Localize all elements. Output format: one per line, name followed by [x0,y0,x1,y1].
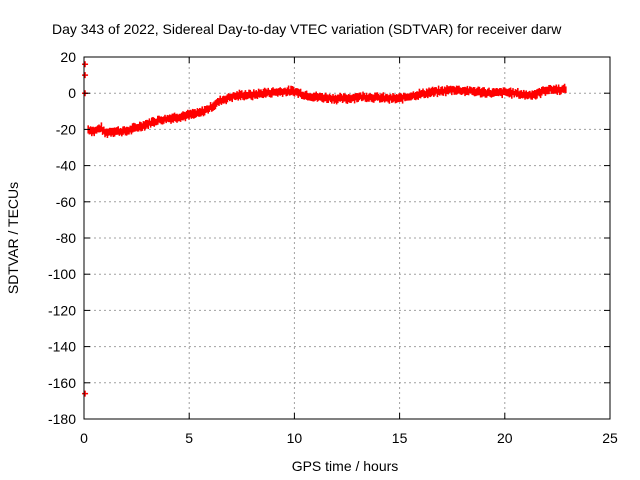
x-tick-label: 15 [392,430,408,446]
series-sdtvar [87,83,567,138]
x-axis-label: GPS time / hours [292,458,399,474]
y-tick-label: -160 [48,375,76,391]
y-tick-label: -60 [56,194,76,210]
outlier-point [82,61,89,68]
y-tick-label: 20 [60,49,76,65]
y-tick-label: -100 [48,266,76,282]
y-axis-label: SDTVAR / TECUs [5,182,21,294]
x-tick-label: 25 [602,430,618,446]
y-tick-label: -80 [56,230,76,246]
grid [84,57,610,419]
y-tick-label: -40 [56,158,76,174]
x-tick-label: 10 [287,430,303,446]
y-tick-label: -120 [48,302,76,318]
series-line [87,88,566,135]
y-tick-label: -20 [56,121,76,137]
y-tick-label: -140 [48,339,76,355]
plot-frame [83,56,611,420]
x-tick-label: 5 [185,430,193,446]
x-tick-label: 0 [80,430,88,446]
x-tick-label: 20 [497,430,513,446]
chart-title: Day 343 of 2022, Sidereal Day-to-day VTE… [52,21,562,37]
y-tick-label: -180 [48,411,76,427]
data-layer [82,61,567,397]
outlier-point [82,390,89,397]
y-tick-label: 0 [68,85,76,101]
outlier-point [82,72,89,79]
